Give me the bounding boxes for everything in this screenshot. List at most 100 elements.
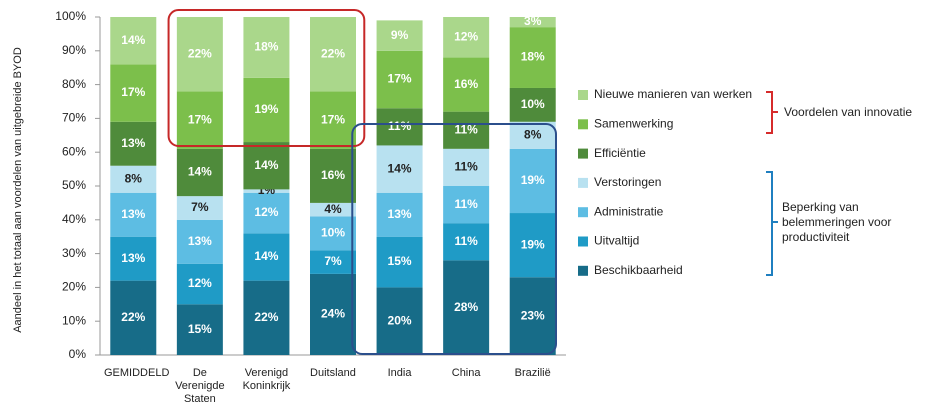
data-label: 16% — [454, 77, 478, 91]
y-axis-label: Aandeel in het totaal aan voordelen van … — [12, 47, 24, 333]
data-label: 22% — [188, 46, 212, 60]
bar-segment — [176, 196, 223, 220]
data-label: 19% — [521, 173, 545, 187]
data-label: 10% — [321, 225, 345, 239]
bar-segment — [509, 213, 556, 278]
bar-segment — [176, 91, 223, 149]
legend-label: Verstoringen — [594, 175, 661, 189]
data-label: 23% — [521, 308, 545, 322]
bar-segment — [176, 219, 223, 264]
y-tick-label: 20% — [62, 280, 86, 294]
annotation: Voordelen van innovatie — [784, 105, 912, 119]
data-label: 11% — [454, 160, 478, 174]
bracket-blue — [766, 171, 778, 276]
data-label: 13% — [121, 251, 145, 265]
bar-segment — [310, 202, 356, 217]
x-tick-box: De Verenigde Staten — [175, 367, 225, 403]
y-tick-label: 0% — [69, 347, 87, 361]
x-tick-box: Brazilië — [514, 367, 551, 379]
x-tick-box: Verenigd Koninkrijk — [242, 367, 291, 392]
bracket-red — [766, 91, 778, 134]
x-tick-box: Duitsland — [310, 367, 356, 379]
data-label: 18% — [521, 50, 545, 64]
bar-segment — [509, 121, 556, 149]
bar-segment — [376, 145, 423, 193]
bar-segment — [443, 223, 490, 261]
bar-segment — [176, 148, 223, 197]
y-tick-label: 50% — [62, 178, 86, 192]
data-label: 15% — [188, 322, 212, 336]
legend-label: Uitvaltijd — [594, 234, 639, 248]
legend-swatch — [578, 207, 588, 218]
data-label: 14% — [188, 165, 212, 179]
y-tick-label: 30% — [62, 246, 86, 260]
x-tick-box: India — [387, 367, 412, 379]
bar-segment — [443, 260, 490, 355]
data-label: 13% — [121, 136, 145, 150]
data-label: 17% — [121, 85, 145, 99]
legend-swatch — [578, 90, 588, 100]
data-label: 13% — [388, 207, 412, 221]
bar-segment — [176, 304, 223, 355]
data-label: 17% — [321, 112, 345, 126]
x-tick-label: De Verenigde Staten — [175, 367, 225, 403]
bar-segment — [310, 17, 356, 92]
bar-segment — [243, 280, 290, 355]
y-tick-label: 40% — [62, 212, 86, 226]
bar-segment — [176, 263, 223, 305]
annotation: Beperking van belemmeringen voor product… — [782, 200, 892, 244]
highlight-blue — [351, 123, 557, 355]
bar-segment — [443, 111, 490, 149]
bar-segment — [243, 17, 290, 78]
bar-segment — [443, 17, 490, 58]
x-tick-box: China — [452, 367, 481, 379]
data-label: 11% — [388, 119, 412, 133]
x-tick-box: GEMIDDELD — [104, 367, 170, 379]
data-label: 20% — [388, 313, 412, 327]
data-label: 7% — [191, 200, 209, 214]
data-label: 14% — [254, 249, 278, 263]
y-tick-label: 60% — [62, 144, 86, 158]
bar-segment — [243, 233, 290, 281]
bar-segment — [509, 87, 556, 122]
data-label: 18% — [254, 40, 278, 54]
legend-label: Administratie — [594, 204, 664, 218]
annotation-box: Beperking van belemmeringen voor product… — [782, 200, 892, 244]
legend-swatch — [578, 177, 588, 188]
x-tick-label: Brazilië — [514, 367, 551, 379]
y-tick-label: 10% — [62, 313, 86, 327]
highlight-red — [167, 9, 366, 147]
bar-segment — [376, 50, 423, 109]
bar-segment — [509, 148, 556, 214]
x-tick-label: Duitsland — [310, 367, 356, 379]
data-label: 8% — [125, 171, 143, 185]
data-label: 14% — [388, 161, 412, 175]
bar-segment — [310, 91, 356, 149]
legend-swatch — [578, 119, 588, 130]
bar-segment — [310, 273, 356, 355]
data-label: 10% — [521, 97, 545, 111]
data-label: 4% — [324, 202, 342, 216]
bar-segment — [509, 277, 556, 355]
x-tick-label: GEMIDDELD — [104, 367, 170, 379]
bar-segment — [110, 236, 157, 281]
data-label: 8% — [524, 127, 542, 141]
bar-segment — [310, 250, 356, 274]
data-label: 14% — [121, 33, 145, 47]
bar-segment — [509, 27, 556, 88]
data-label: 16% — [321, 168, 345, 182]
legend-swatch — [578, 236, 588, 247]
data-label: 12% — [454, 29, 478, 43]
data-label: 22% — [121, 310, 145, 324]
x-tick-label: India — [387, 367, 412, 379]
bar-segment — [110, 121, 157, 166]
data-label: 28% — [454, 300, 478, 314]
data-label: 12% — [254, 205, 278, 219]
bar-segment — [243, 192, 290, 234]
y-tick-label: 80% — [62, 77, 86, 91]
data-label: 22% — [321, 46, 345, 60]
bar-segment — [376, 236, 423, 288]
legend-label: Nieuwe manieren van werken — [594, 87, 752, 101]
bar-segment — [509, 17, 556, 28]
x-tick-label: Verenigd Koninkrijk — [242, 367, 291, 392]
